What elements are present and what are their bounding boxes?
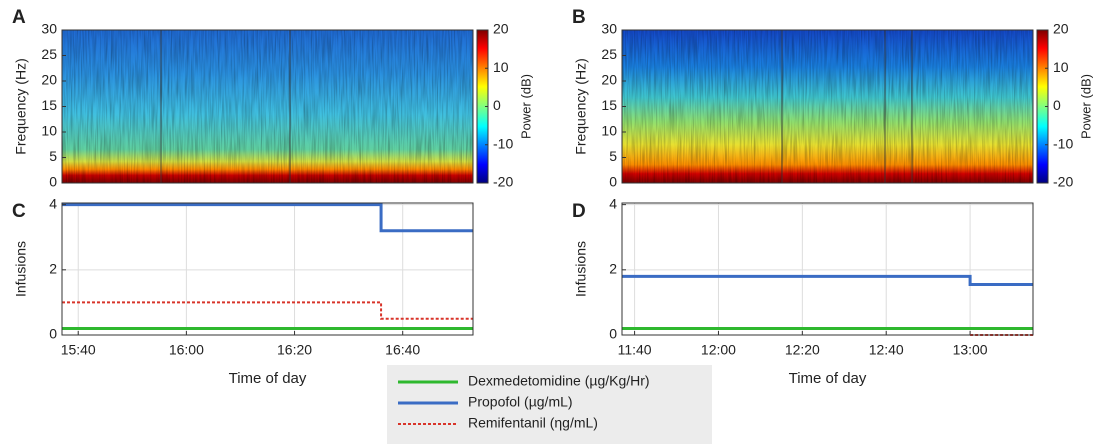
- infusion-line: [62, 203, 473, 233]
- y-tick-label: 5: [49, 148, 57, 164]
- y-tick-label: 30: [601, 21, 617, 37]
- y-tick-label: 25: [601, 46, 617, 62]
- panel-label: B: [572, 7, 586, 28]
- x-tick-label: 16:00: [169, 342, 204, 358]
- colorbar-tick-label: 10: [493, 59, 509, 75]
- spectrogram-texture: [62, 30, 473, 183]
- colorbar-tick-label: -20: [493, 174, 513, 190]
- x-tick-label: 11:40: [618, 342, 652, 358]
- y-axis-label: Frequency (Hz): [573, 58, 589, 154]
- colorbar-tick-label: 20: [493, 21, 509, 37]
- y-tick-label: 2: [49, 261, 57, 277]
- plot-frame: [61, 202, 474, 336]
- y-tick-label: 5: [609, 148, 617, 164]
- y-tick-label: 15: [41, 97, 57, 113]
- y-tick-label: 20: [601, 72, 617, 88]
- colorbar-label: Power (dB): [1078, 74, 1093, 139]
- x-tick-label: 13:00: [953, 342, 988, 358]
- colorbar-tick-label: 10: [1053, 59, 1069, 75]
- plot-bg: [62, 203, 473, 335]
- y-tick-label: 0: [609, 326, 617, 342]
- panel-label: A: [12, 7, 26, 28]
- x-axis-label: Time of day: [789, 370, 867, 387]
- legend-label: Remifentanil (ηg/mL): [468, 415, 598, 431]
- x-tick-label: 15:40: [61, 342, 96, 358]
- y-tick-label: 20: [41, 72, 57, 88]
- y-tick-label: 10: [601, 123, 617, 139]
- x-tick-label: 12:00: [701, 342, 736, 358]
- y-tick-label: 2: [609, 261, 617, 277]
- spectrogram-texture: [622, 30, 1033, 183]
- y-tick-label: 4: [49, 195, 57, 211]
- x-tick-label: 16:20: [277, 342, 312, 358]
- legend-label: Dexmedetomidine (µg/Kg/Hr): [468, 373, 650, 389]
- y-tick-label: 10: [41, 123, 57, 139]
- colorbar-label: Power (dB): [518, 74, 533, 139]
- colorbar-tick-label: -20: [1053, 174, 1073, 190]
- colorbar-tick-label: -10: [1053, 135, 1073, 151]
- colorbar-tick-label: 20: [1053, 21, 1069, 37]
- y-tick-label: 15: [601, 97, 617, 113]
- panel-label: C: [12, 201, 26, 222]
- colorbar-tick-label: -10: [493, 135, 513, 151]
- y-tick-label: 0: [49, 174, 57, 190]
- panel-label: D: [572, 201, 586, 222]
- infusion-line: [62, 301, 473, 320]
- y-axis-label: Infusions: [13, 241, 29, 297]
- y-tick-label: 0: [49, 326, 57, 342]
- y-tick-label: 30: [41, 21, 57, 37]
- colorbar-tick-label: 0: [1053, 97, 1061, 113]
- plot-frame: [621, 202, 1034, 336]
- y-tick-label: 25: [41, 46, 57, 62]
- y-axis-label: Infusions: [573, 241, 589, 297]
- infusion-line: [622, 274, 1033, 286]
- y-axis-label: Frequency (Hz): [13, 58, 29, 154]
- x-tick-label: 16:40: [385, 342, 420, 358]
- y-tick-label: 0: [609, 174, 617, 190]
- y-tick-label: 4: [609, 195, 617, 211]
- x-tick-label: 12:40: [869, 342, 904, 358]
- plot-bg: [622, 203, 1033, 335]
- legend: Dexmedetomidine (µg/Kg/Hr) Propofol (µg/m…: [387, 365, 712, 444]
- legend-label: Propofol (µg/mL): [468, 394, 573, 410]
- x-tick-label: 12:20: [785, 342, 820, 358]
- x-axis-label: Time of day: [229, 370, 307, 387]
- colorbar-tick-label: 0: [493, 97, 501, 113]
